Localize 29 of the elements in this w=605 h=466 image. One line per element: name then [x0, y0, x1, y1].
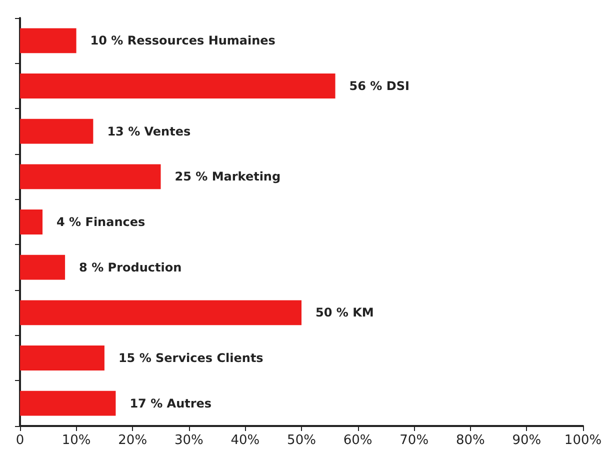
x-tick-label: 60%	[343, 433, 372, 448]
bar	[20, 300, 302, 326]
bar	[20, 74, 336, 98]
bar	[20, 390, 116, 416]
x-tick-label: 90%	[512, 433, 542, 448]
bar	[20, 346, 104, 370]
x-tick-label: 40%	[230, 433, 260, 448]
bar	[20, 210, 43, 234]
x-tick-label: 10%	[62, 433, 91, 448]
text: 4 % Finances	[56, 215, 146, 229]
x-tick-label: 50%	[287, 433, 316, 448]
x-tick-label: 0	[16, 433, 24, 448]
text: 25 % Marketing	[174, 170, 281, 184]
bar	[20, 28, 76, 54]
x-tick-label: 100%	[564, 433, 602, 448]
bar	[20, 118, 94, 144]
text: 13 % Ventes	[107, 124, 191, 138]
text: 50 % KM	[316, 306, 374, 320]
x-tick-label: 30%	[174, 433, 204, 448]
x-tick-label: 80%	[456, 433, 485, 448]
x-tick-label: 70%	[400, 433, 429, 448]
text: 8 % Production	[79, 260, 182, 274]
text: 17 % Autres	[130, 396, 212, 410]
bar	[20, 164, 161, 190]
x-tick-label: 20%	[118, 433, 148, 448]
text: 56 % DSI	[349, 79, 410, 93]
text: 10 % Ressources Humaines	[90, 34, 276, 48]
text: 15 % Services Clients	[118, 351, 264, 365]
bar	[20, 254, 66, 280]
